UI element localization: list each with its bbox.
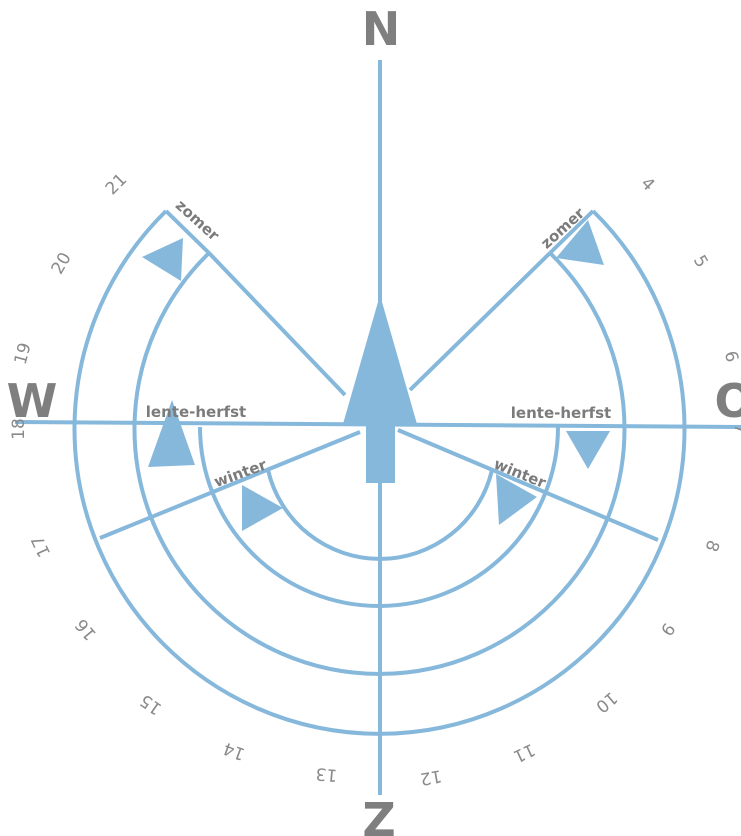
hour-label-16: 16 <box>72 614 101 643</box>
hour-label-7: 7 <box>730 423 741 435</box>
compass-west-label: W <box>7 374 58 428</box>
compass-east-label: O <box>714 374 741 428</box>
hour-label-14: 14 <box>221 738 248 764</box>
spring-autumn-west-direction-arrow <box>148 400 195 467</box>
hour-label-8: 8 <box>700 537 722 554</box>
hour-label-21: 21 <box>102 170 131 199</box>
summer-inner-arc <box>132 251 627 676</box>
hour-label-17: 17 <box>28 532 55 560</box>
hour-label-12: 12 <box>418 765 443 788</box>
season-label-summer-west: zomer <box>172 196 223 245</box>
spring-autumn-east-direction-arrow <box>566 431 610 469</box>
winter-east-direction-arrow <box>496 474 537 525</box>
hour-label-11: 11 <box>510 739 538 766</box>
summer-west-direction-arrow <box>142 238 183 281</box>
hour-label-18: 18 <box>9 418 29 440</box>
summer-east-radial <box>408 251 552 392</box>
winter-east-radial <box>397 428 659 542</box>
hour-label-5: 5 <box>689 252 712 271</box>
hour-label-13: 13 <box>315 763 338 785</box>
pointer-shaft <box>366 420 395 483</box>
hour-label-9: 9 <box>656 619 679 639</box>
season-label-spring-autumn-east: lente-herfst <box>511 404 611 422</box>
summer-east-direction-arrow <box>556 220 604 265</box>
summer-outer-arc <box>72 209 687 736</box>
hour-label-19: 19 <box>11 341 36 367</box>
hour-label-6: 6 <box>720 349 741 365</box>
winter-west-radial <box>99 430 361 540</box>
winter-arc <box>266 469 494 561</box>
season-label-spring-autumn-west: lente-herfst <box>146 403 246 421</box>
north-pointer-arrow <box>343 295 417 424</box>
season-label-winter-west: winter <box>212 455 270 491</box>
summer-west-cap <box>164 209 211 255</box>
compass-south-label: Z <box>362 793 395 836</box>
compass-north-label: N <box>362 2 401 56</box>
summer-east-cap <box>548 209 595 255</box>
hour-label-15: 15 <box>137 690 166 719</box>
summer-west-radial <box>207 251 347 397</box>
spring-autumn-arc <box>198 426 560 608</box>
hour-label-20: 20 <box>48 249 76 278</box>
hour-label-10: 10 <box>591 687 620 716</box>
winter-west-direction-arrow <box>242 485 283 531</box>
hour-label-4: 4 <box>637 174 659 196</box>
